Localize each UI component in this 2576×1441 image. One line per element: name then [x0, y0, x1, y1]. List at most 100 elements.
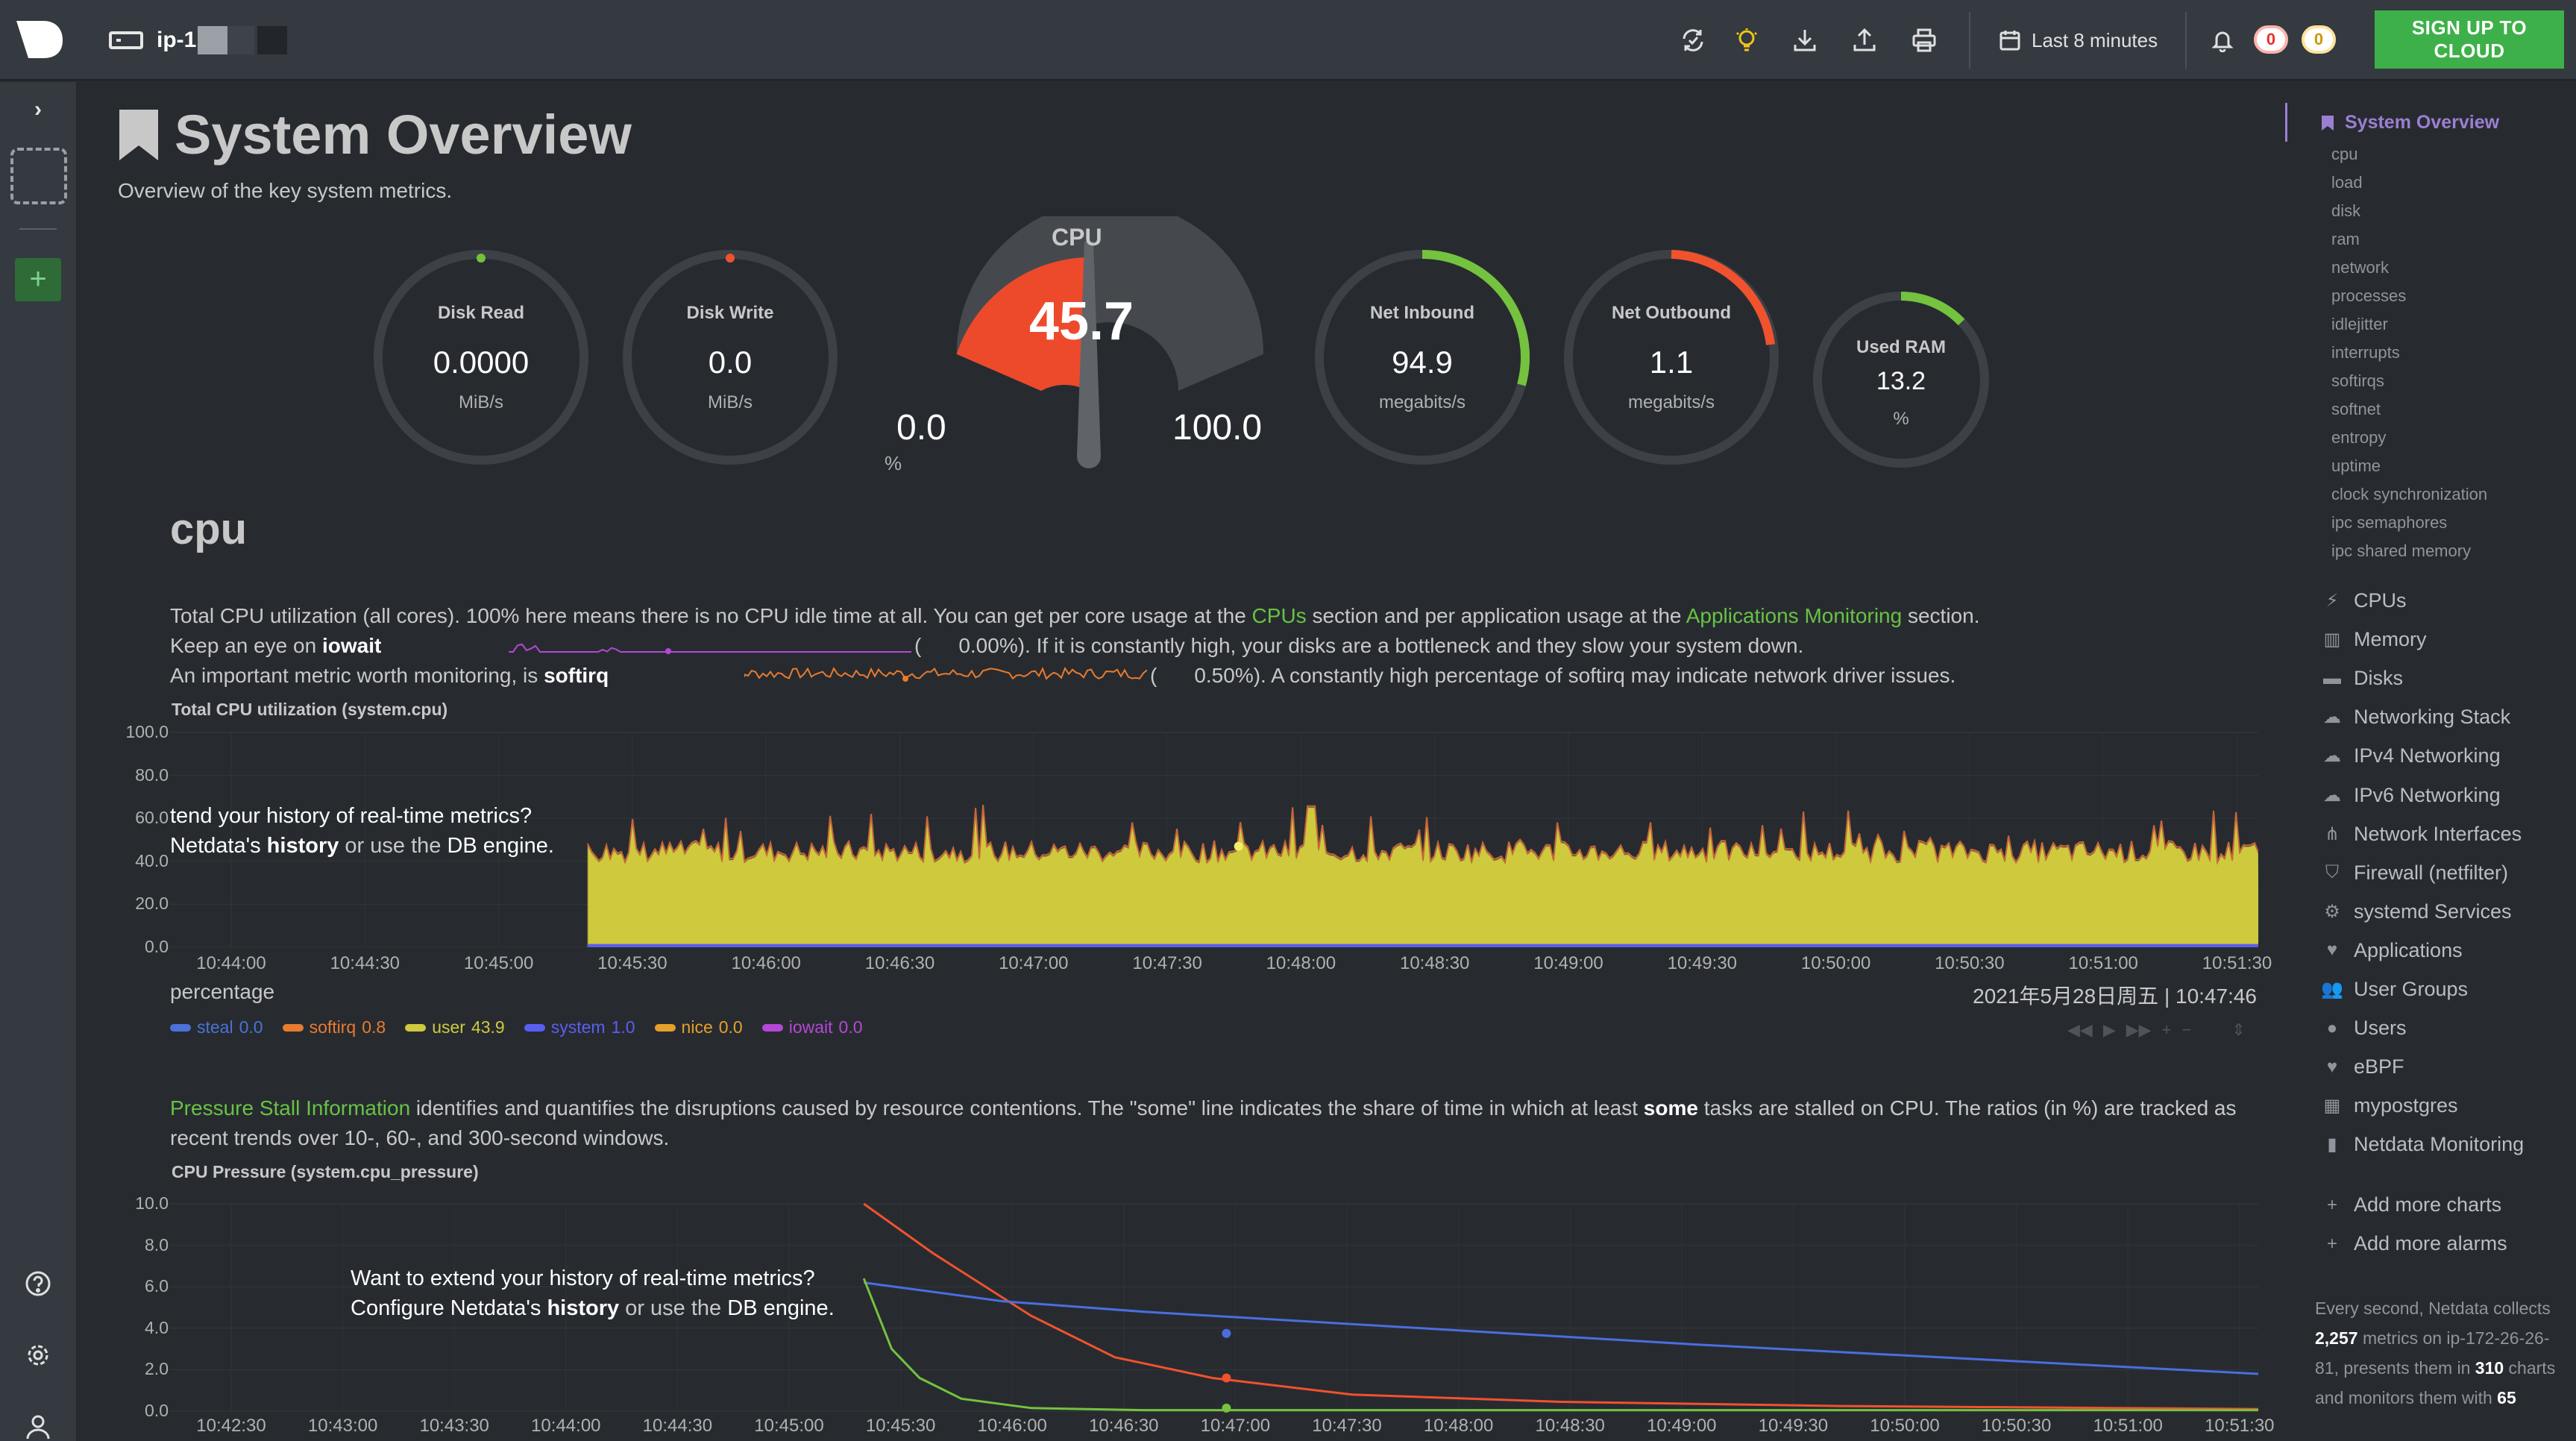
- legend-item-softirq[interactable]: softirq 0.8: [282, 1017, 386, 1037]
- nav-subitem-uptime[interactable]: uptime: [2331, 456, 2381, 475]
- nav-subitem-processes[interactable]: processes: [2331, 286, 2407, 305]
- x-tick-label: 10:51:00: [2093, 1416, 2163, 1436]
- nav-label: Netdata Monitoring: [2354, 1133, 2525, 1156]
- nav-item-ebpf[interactable]: ♥ eBPF: [2321, 1055, 2404, 1079]
- memory-icon: ▥: [2323, 630, 2341, 650]
- nav-subitem-network[interactable]: network: [2331, 258, 2390, 277]
- x-tick-label: 10:50:00: [1870, 1416, 1940, 1436]
- cloud-icon: ☁: [2323, 707, 2341, 728]
- nav-subitem-ipc-shared-memory[interactable]: ipc shared memory: [2331, 541, 2472, 560]
- space-selector[interactable]: [10, 148, 67, 204]
- nav-item-network-interfaces[interactable]: ⋔ Network Interfaces: [2321, 823, 2522, 846]
- host-selector[interactable]: ip-1: [109, 22, 288, 58]
- upload-icon[interactable]: [1847, 22, 1882, 58]
- bell-icon[interactable]: [2205, 22, 2240, 58]
- nav-subitem-interrupts[interactable]: interrupts: [2331, 343, 2400, 362]
- warning-alarms-badge[interactable]: 0: [2302, 25, 2336, 54]
- chevron-right-icon[interactable]: ›: [34, 97, 42, 122]
- text: charts and monitors them with: [2315, 1358, 2556, 1407]
- history-link[interactable]: history: [266, 834, 339, 858]
- calendar-icon: [1999, 31, 2020, 51]
- bold-text: iowait: [321, 634, 382, 657]
- nav-system-overview[interactable]: System Overview: [2321, 112, 2499, 134]
- add-more-alarms-button[interactable]: + Add more alarms: [2321, 1232, 2507, 1255]
- net-inbound-gauge[interactable]: Net Inbound 94.9 megabits/s: [1314, 249, 1530, 465]
- netdata-logo[interactable]: [13, 18, 64, 61]
- cogs-icon: ⚙: [2324, 901, 2340, 922]
- db-engine-link[interactable]: DB engine: [727, 1296, 829, 1320]
- nav-item-cpus[interactable]: ⚡ CPUs: [2321, 589, 2407, 612]
- history-link[interactable]: history: [547, 1296, 620, 1320]
- series-softirq-line: [586, 805, 2258, 865]
- grid-icon: ▦: [2323, 1096, 2341, 1117]
- nav-subitem-clock-synchronization[interactable]: clock synchronization: [2331, 485, 2488, 503]
- cpu-gauge[interactable]: CPU 45.7 0.0 100.0 %: [880, 216, 1283, 485]
- gauge-label: Net Inbound: [1370, 303, 1474, 323]
- text: section.: [1902, 604, 1980, 627]
- legend-item-nice[interactable]: nice 0.0: [654, 1017, 743, 1037]
- nav-subitem-softnet[interactable]: softnet: [2331, 400, 2381, 418]
- db-engine-link[interactable]: DB engine: [447, 834, 548, 858]
- nav-item-memory[interactable]: ▥ Memory: [2321, 628, 2427, 651]
- nav-item-users[interactable]: ● Users: [2321, 1017, 2407, 1040]
- nav-item-ipv4-networking[interactable]: ☁ IPv4 Networking: [2321, 744, 2501, 767]
- nav-subitem-disk[interactable]: disk: [2331, 201, 2361, 220]
- x-tick-label: 10:44:30: [642, 1416, 713, 1436]
- nav-item-mypostgres[interactable]: ▦ mypostgres: [2321, 1094, 2458, 1117]
- nav-item-netdata-monitoring[interactable]: ▮ Netdata Monitoring: [2321, 1133, 2524, 1156]
- nav-subitem-softirqs[interactable]: softirqs: [2331, 371, 2384, 390]
- nav-subitem-ipc-semaphores[interactable]: ipc semaphores: [2331, 513, 2448, 532]
- nav-subitem-entropy[interactable]: entropy: [2331, 428, 2387, 447]
- nav-subitem-cpu[interactable]: cpu: [2331, 145, 2358, 163]
- nav-item-user-groups[interactable]: 👥 User Groups: [2321, 978, 2468, 1001]
- zoom-out-icon[interactable]: −: [2181, 1020, 2192, 1039]
- iowait-sparkline[interactable]: [509, 632, 911, 659]
- add-more-charts-button[interactable]: + Add more charts: [2321, 1193, 2501, 1216]
- time-range-picker[interactable]: Last 8 minutes: [1999, 22, 2158, 58]
- server-icon: [109, 31, 143, 49]
- download-icon[interactable]: [1787, 22, 1823, 58]
- resize-handle-icon[interactable]: ⇕: [2231, 1020, 2246, 1039]
- lightbulb-icon[interactable]: [1729, 22, 1765, 58]
- nav-item-disks[interactable]: ▬ Disks: [2321, 667, 2403, 690]
- nav-label: Network Interfaces: [2354, 822, 2522, 845]
- critical-alarms-badge[interactable]: 0: [2254, 25, 2288, 54]
- legend-item-iowait[interactable]: iowait 0.0: [761, 1017, 863, 1037]
- legend-item-steal[interactable]: steal 0.0: [170, 1017, 263, 1037]
- psi-link[interactable]: Pressure Stall Information: [170, 1096, 411, 1120]
- nav-subitem-idlejitter[interactable]: idlejitter: [2331, 315, 2388, 333]
- pan-right-icon[interactable]: ▶▶: [2126, 1020, 2152, 1039]
- pan-left-icon[interactable]: ◀◀: [2067, 1020, 2093, 1039]
- legend-item-user[interactable]: user 43.9: [405, 1017, 505, 1037]
- overlay-text: Configure Netdata's: [351, 1296, 547, 1320]
- help-icon[interactable]: [22, 1268, 54, 1299]
- sign-up-to-cloud-button[interactable]: SIGN UP TO CLOUD: [2375, 10, 2564, 69]
- net-outbound-gauge[interactable]: Net Outbound 1.1 megabits/s: [1563, 249, 1779, 465]
- nav-item-applications[interactable]: ♥ Applications: [2321, 939, 2463, 962]
- legend-item-system[interactable]: system 1.0: [524, 1017, 635, 1037]
- softirq-sparkline[interactable]: [744, 659, 1147, 686]
- nav-item-ipv6-networking[interactable]: ☁ IPv6 Networking: [2321, 784, 2501, 807]
- nav-subitem-load[interactable]: load: [2331, 173, 2363, 192]
- settings-gear-icon[interactable]: [22, 1340, 54, 1371]
- print-icon[interactable]: [1906, 22, 1942, 58]
- zoom-in-icon[interactable]: +: [2161, 1020, 2172, 1039]
- user-profile-icon[interactable]: [22, 1411, 54, 1441]
- nav-item-networking-stack[interactable]: ☁ Networking Stack: [2321, 706, 2510, 729]
- nav-item-systemd-services[interactable]: ⚙ systemd Services: [2321, 900, 2511, 923]
- nav-item-firewall-netfilter-[interactable]: ⛉ Firewall (netfilter): [2321, 861, 2508, 885]
- cpus-link[interactable]: CPUs: [1251, 604, 1307, 627]
- add-space-button[interactable]: +: [15, 258, 61, 301]
- cpu-utilization-chart[interactable]: [170, 723, 2258, 947]
- used-ram-gauge[interactable]: Used RAM 13.2 %: [1812, 291, 1990, 468]
- nav-subitem-ram[interactable]: ram: [2331, 230, 2360, 248]
- overlay-text: Netdata's: [170, 834, 267, 858]
- disk-read-gauge[interactable]: Disk Read 0.0000 MiB/s: [373, 249, 589, 465]
- sync-icon[interactable]: [1675, 22, 1711, 58]
- nav-label: User Groups: [2354, 978, 2469, 1000]
- play-icon[interactable]: ▶: [2102, 1020, 2116, 1039]
- disk-write-gauge[interactable]: Disk Write 0.0 MiB/s: [622, 249, 838, 465]
- applications-monitoring-link[interactable]: Applications Monitoring: [1686, 604, 1903, 627]
- cpu-pressure-chart[interactable]: [170, 1183, 2258, 1416]
- softirq-value: (0.50%). A constantly high percentage of…: [1150, 664, 1955, 688]
